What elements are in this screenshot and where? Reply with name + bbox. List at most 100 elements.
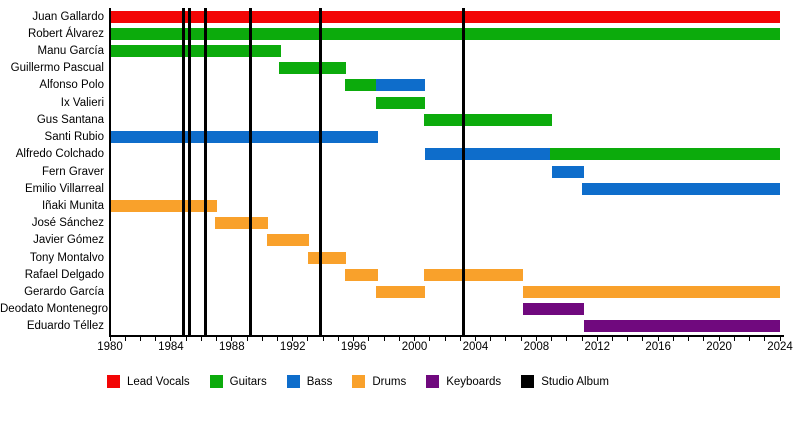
tenure-bar (344, 79, 377, 92)
x-axis-tick (124, 337, 126, 341)
x-axis-tick (353, 337, 355, 341)
x-axis-tick-label: 2000 (401, 341, 428, 353)
legend-item: Lead Vocals (107, 375, 190, 388)
legend-label: Bass (306, 375, 333, 388)
x-axis-tick-label: 2020 (706, 341, 732, 353)
member-name-label: Juan Gallardo (32, 10, 104, 23)
member-name-label: Alfonso Polo (39, 79, 104, 92)
x-axis-tick (216, 337, 218, 341)
tenure-bar (551, 165, 584, 178)
tenure-bar (583, 320, 780, 333)
x-axis-tick (444, 337, 446, 341)
x-axis-tick (718, 337, 720, 341)
x-axis-line (109, 335, 784, 337)
x-axis-tick (170, 337, 172, 341)
legend-swatch (107, 375, 120, 388)
member-name-label: Iñaki Munita (41, 199, 104, 212)
x-axis-tick (672, 337, 674, 341)
x-axis-tick-label: 2008 (523, 341, 550, 353)
tenure-bar (376, 79, 426, 92)
member-name-label: Eduardo Téllez (26, 320, 104, 333)
x-axis-tick (505, 337, 507, 341)
x-axis-tick (383, 337, 385, 341)
x-axis-tick (581, 337, 583, 341)
x-axis-tick (566, 337, 568, 341)
x-axis-tick (657, 337, 659, 341)
tenure-bar (376, 96, 426, 109)
tenure-bar (110, 27, 780, 40)
x-axis-tick-label: 2004 (462, 341, 489, 353)
x-axis-tick (292, 337, 294, 341)
x-axis-tick (535, 337, 537, 341)
legend-swatch (286, 375, 300, 388)
x-axis-tick (779, 337, 781, 341)
tenure-bar (423, 268, 523, 281)
legend-label: Drums (372, 375, 407, 388)
member-name-label: Gerardo García (24, 285, 104, 298)
tenure-bar (423, 113, 552, 126)
x-axis-tick (703, 337, 705, 341)
x-axis-tick-label: 1980 (97, 341, 123, 353)
x-axis-tick (368, 337, 370, 341)
legend-label: Guitars (229, 375, 267, 388)
x-axis-tick (474, 337, 476, 341)
tenure-bar (266, 234, 310, 247)
y-axis-line (109, 8, 111, 337)
studio-album-marker (461, 8, 465, 335)
x-axis-tick (139, 337, 141, 341)
member-name-label: Javier Gómez (33, 234, 104, 247)
legend-label: Keyboards (446, 375, 502, 388)
member-name-label: Gus Santana (36, 113, 104, 126)
x-axis-tick (520, 337, 522, 341)
x-axis-tick-label: 1996 (340, 341, 367, 353)
legend-swatch (209, 375, 223, 388)
x-axis-tick (733, 337, 735, 341)
legend-item: Bass (286, 375, 333, 388)
x-axis-tick (398, 337, 400, 341)
tenure-bar (110, 131, 378, 144)
member-name-label: Rafael Delgado (24, 268, 104, 281)
legend-item: Keyboards (426, 375, 501, 388)
x-axis-tick-label: 1992 (279, 341, 306, 353)
x-axis-tick-label: 1984 (158, 341, 184, 353)
member-name-label: Manu García (37, 45, 104, 58)
x-axis-tick (642, 337, 644, 341)
x-axis-tick (688, 337, 690, 341)
x-axis-tick-label: 2012 (584, 341, 611, 353)
member-name-label: Emilio Villarreal (24, 182, 104, 195)
x-axis-tick (200, 337, 202, 341)
x-axis-tick (414, 337, 416, 341)
x-axis-tick-label: 1988 (219, 341, 245, 353)
x-axis-tick (429, 337, 431, 341)
x-axis-tick (627, 337, 629, 341)
x-axis-tick-label: 2024 (767, 341, 793, 353)
tenure-bar (110, 45, 281, 58)
x-axis-tick (551, 337, 553, 341)
tenure-bar (550, 148, 780, 161)
x-axis-tick (322, 337, 324, 341)
legend-item: Drums (352, 375, 406, 388)
legend-swatch (521, 375, 535, 388)
tenure-bar (344, 268, 378, 281)
x-axis-tick (307, 337, 309, 341)
tenure-bar (110, 10, 780, 23)
studio-album-marker (181, 8, 185, 335)
member-name-label: Guillermo Pascual (10, 62, 104, 75)
tenure-bar (215, 217, 269, 230)
x-axis-tick (337, 337, 339, 341)
studio-album-marker (248, 8, 252, 335)
x-axis-tick (261, 337, 263, 341)
x-axis-tick (459, 337, 461, 341)
x-axis-tick (596, 337, 598, 341)
legend-item: Guitars (209, 375, 267, 388)
x-axis-tick (109, 337, 111, 341)
legend-item: Studio Album (521, 375, 609, 388)
tenure-bar (307, 251, 347, 264)
x-axis-tick (749, 337, 751, 341)
studio-album-marker (318, 8, 322, 335)
tenure-bar (279, 62, 347, 75)
x-axis-tick (612, 337, 613, 341)
legend-label: Lead Vocals (127, 375, 190, 388)
member-name-label: Ix Valieri (60, 96, 104, 109)
legend-label: Studio Album (541, 375, 609, 388)
